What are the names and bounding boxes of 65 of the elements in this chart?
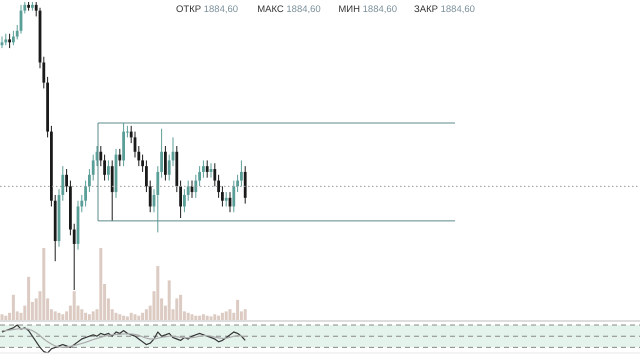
- text: МИН 1884,60: [338, 4, 397, 15]
- candlestick: [210, 162, 212, 178]
- bar: [42, 248, 46, 320]
- candlestick: [206, 160, 209, 178]
- bar: [179, 294, 182, 320]
- bar: [92, 311, 95, 320]
- bar: [168, 280, 171, 320]
- bar: [213, 314, 216, 320]
- bar: [198, 316, 202, 320]
- bar: [27, 276, 30, 320]
- candlestick: [20, 4, 22, 34]
- candlestick: [168, 154, 171, 182]
- bar: [72, 291, 76, 320]
- bar: [126, 316, 129, 320]
- candlestick: [107, 160, 110, 182]
- bar: [244, 309, 247, 320]
- bar: [194, 316, 198, 320]
- text: ЗАКР 1884,60: [414, 4, 475, 15]
- bar: [88, 314, 91, 320]
- bar: [58, 312, 60, 320]
- bar: [80, 309, 84, 320]
- text: МАКС 1884,60: [257, 4, 321, 15]
- candlestick: [134, 131, 136, 158]
- candlestick: [228, 192, 232, 213]
- bar: [220, 312, 224, 320]
- bar: [228, 309, 232, 320]
- candlestick: [8, 33, 11, 49]
- bar: [134, 314, 136, 320]
- bar: [12, 294, 15, 320]
- candlestick: [172, 136, 174, 167]
- bar: [141, 312, 144, 320]
- candlestick: [202, 160, 205, 178]
- bar: [61, 314, 64, 320]
- bar: [0, 314, 4, 320]
- bar: [206, 316, 209, 320]
- bar: [217, 316, 220, 320]
- bar: [175, 298, 178, 320]
- bar: [186, 312, 190, 320]
- bar: [137, 316, 140, 320]
- candlestick: [4, 33, 8, 46]
- bar: [202, 314, 205, 320]
- bar: [236, 300, 240, 320]
- bar: [144, 309, 148, 320]
- bar: [130, 312, 133, 320]
- bar: [210, 316, 212, 320]
- candlestick: [0, 36, 4, 49]
- annotation: ОТКР 1884,60: [176, 4, 238, 15]
- bar: [118, 314, 122, 320]
- candlestick: [65, 168, 68, 193]
- bar: [224, 311, 228, 320]
- bar: [156, 266, 160, 320]
- bar: [122, 316, 126, 320]
- candlestick: [130, 125, 133, 144]
- candlestick: [221, 186, 224, 207]
- bar: [114, 312, 118, 320]
- bar: [4, 316, 8, 320]
- candlestick: [240, 160, 243, 187]
- bar: [54, 311, 57, 320]
- bar: [84, 312, 88, 320]
- candlestick: [164, 146, 167, 182]
- candlestick: [152, 188, 156, 213]
- bar: [190, 314, 194, 320]
- bar: [99, 248, 102, 320]
- candlestick: [190, 180, 194, 198]
- candlestick: [118, 148, 122, 167]
